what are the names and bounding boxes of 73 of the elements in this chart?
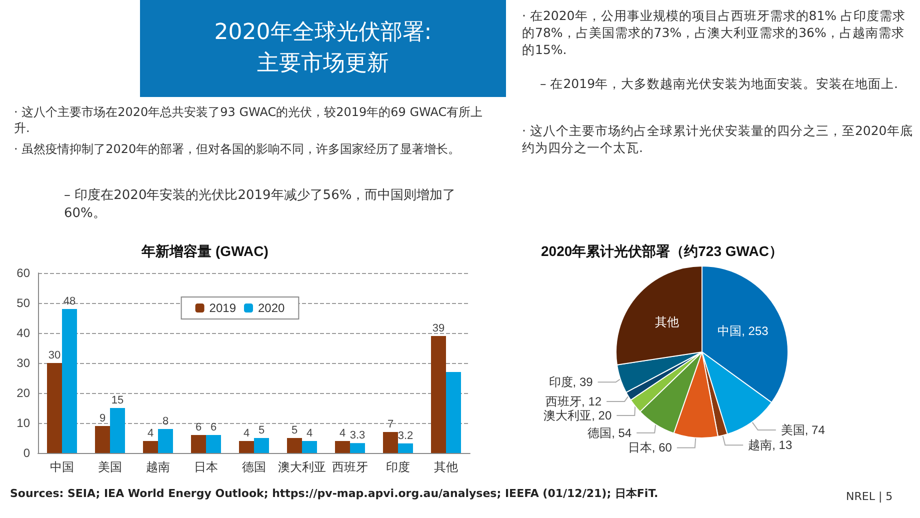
data-label: 8: [162, 416, 169, 428]
legend-label: 2019: [209, 301, 236, 315]
data-label: 30: [48, 350, 61, 362]
data-label: 9: [99, 412, 106, 424]
slice-label: 其他: [655, 315, 680, 329]
bar: [287, 438, 302, 453]
y-tick-label: 20: [16, 386, 30, 400]
slice-label: 越南, 13: [748, 438, 792, 452]
data-label: 5: [291, 424, 298, 436]
slice-label: 印度, 39: [548, 375, 594, 390]
bar: [302, 441, 317, 453]
source-note: Sources: SEIA; IEA World Energy Outlook; https://pv-map.apvi.org.au/analyses; IEEFA (01/12/21); 日本FiT.: [10, 487, 660, 502]
data-label: 15: [111, 394, 124, 406]
slice-label: 澳大利亚, 20: [544, 408, 612, 422]
bar: [158, 429, 173, 453]
slice-label: 西班牙, 12: [546, 394, 602, 408]
x-tick-label: 美国: [98, 460, 122, 474]
x-tick-label: 印度: [386, 460, 410, 474]
text: · 在2020年，公用事业规模的项目占西班牙需求的81% 占印度需求的78%，占美国需求的73%，占澳大利亚需求的36%，占越南需求的15%.: [522, 8, 907, 59]
x-tick-label: 澳大利亚: [278, 460, 326, 474]
y-tick-label: 50: [16, 296, 30, 310]
text: NREL | 5: [846, 490, 894, 505]
bar: [110, 408, 125, 453]
chart-title: 年新增容量 (GWAC): [140, 243, 268, 259]
text: · 这八个主要市场约占全球累计光伏安装量的四分之三，至2020年底约为四分之一个太瓦.: [522, 123, 914, 157]
text: – 在2019年，大多数越南光伏安装为地面安装。安装在地面上.: [540, 76, 900, 93]
legend-label: 2020: [258, 301, 286, 315]
data-label: 3.2: [398, 430, 414, 442]
x-tick-label: 日本: [194, 460, 218, 474]
text: 2020年全球光伏部署: 主要市场更新: [140, 0, 506, 97]
y-tick-label: 30: [16, 356, 30, 370]
y-tick-label: 0: [23, 446, 30, 460]
slice-label: 中国, 253: [718, 324, 769, 338]
bar: [62, 309, 77, 453]
y-tick-label: 60: [16, 266, 30, 280]
y-tick-label: 10: [16, 416, 30, 430]
data-label: 4: [243, 428, 250, 440]
bar: [143, 441, 158, 453]
x-tick-label: 西班牙: [332, 460, 368, 474]
data-label: 3.3: [350, 430, 366, 442]
bar: [206, 435, 221, 453]
bar: [335, 441, 350, 453]
bar: [254, 438, 269, 453]
bar: [383, 432, 398, 453]
x-tick-label: 中国: [50, 460, 74, 474]
data-label: 48: [63, 296, 76, 308]
data-label: 4: [339, 428, 346, 440]
bar: [446, 372, 461, 453]
data-label: 6: [210, 422, 217, 434]
text: · 这八个主要市场在2020年总共安装了93 GWAC的光伏，较2019年的69 GWAC有所上升.: [14, 104, 484, 136]
data-label: 7: [387, 418, 394, 430]
bar: [239, 441, 254, 453]
x-tick-label: 其他: [434, 460, 458, 474]
chart-title: 2020年累计光伏部署（约723 GWAC）: [541, 243, 783, 259]
slice-label: 德国, 54: [588, 426, 632, 440]
bar: [350, 443, 365, 453]
bar: [95, 426, 110, 453]
text: – 印度在2020年安装的光伏比2019年减少了56%，而中国则增加了60%。: [64, 187, 457, 222]
bar: [191, 435, 206, 453]
data-label: 6: [195, 422, 202, 434]
bar: [398, 443, 413, 453]
text: · 虽然疫情抑制了2020年的部署，但对各国的影响不同，许多国家经历了显著增长。: [14, 141, 462, 158]
data-label: 5: [258, 424, 265, 436]
data-label: 4: [306, 428, 313, 440]
data-label: 39: [432, 322, 445, 334]
x-tick-label: 越南: [146, 460, 170, 474]
slice-label: 日本, 60: [628, 440, 672, 455]
x-tick-label: 德国: [242, 460, 266, 474]
bar: [47, 363, 62, 453]
slice-label: 美国, 74: [780, 423, 826, 438]
data-label: 4: [147, 428, 154, 440]
y-tick-label: 40: [16, 326, 30, 340]
bar: [431, 336, 446, 453]
